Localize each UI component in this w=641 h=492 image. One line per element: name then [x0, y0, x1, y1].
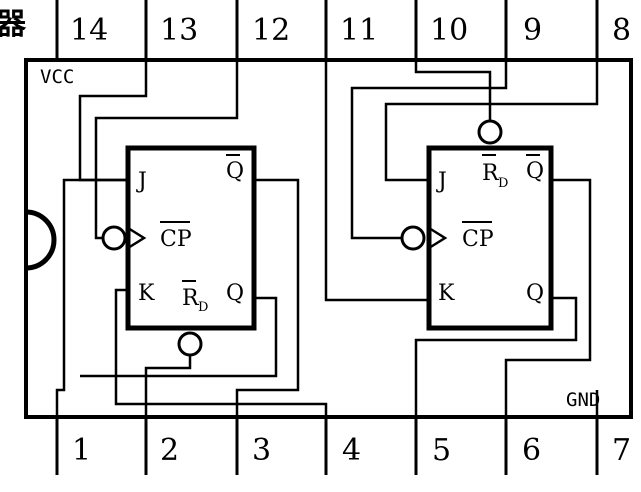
ff-right-clock-triangle [428, 226, 448, 250]
ff-left-clock-triangle [127, 226, 147, 250]
title-fragment: 器 [0, 7, 27, 42]
chip-notch [25, 209, 57, 271]
ff-left-qbar-label: Q [226, 159, 244, 184]
ff-right-cp-bubble [400, 225, 426, 251]
ff-left-j-label: J [136, 169, 147, 194]
top-pin-separators [55, 0, 599, 60]
pin-14-label: 14 [70, 13, 108, 48]
ff-left-box [125, 145, 257, 331]
ff-right-qbar-label: Q [526, 159, 544, 184]
chip-body [24, 58, 633, 419]
ff-right-cp-label: CP [462, 227, 494, 252]
ff-left-rd-bubble [177, 331, 203, 357]
pin-7-label: 7 [612, 433, 631, 468]
overbars [160, 154, 540, 282]
pin-3-label: 3 [252, 433, 271, 468]
ff-left-cp-bubble [101, 225, 127, 251]
pin-13-label: 13 [160, 13, 198, 48]
ff-left-rd-label: R [182, 286, 200, 311]
pin-12-label: 12 [252, 13, 290, 48]
pin-1-label: 1 [72, 433, 91, 468]
bottom-pin-separators [55, 417, 599, 475]
pin-2-label: 2 [160, 433, 179, 468]
pin-6-label: 6 [522, 433, 541, 468]
ff-left-cp-label: CP [160, 227, 192, 252]
pin-9-label: 9 [523, 13, 542, 48]
pin-8-label: 8 [612, 13, 631, 48]
pin-11-label: 11 [340, 13, 378, 48]
pin-5-label: 5 [432, 433, 451, 468]
ff-right-rd-label: R [482, 161, 500, 186]
ff-right-rd-bubble [477, 119, 503, 145]
vcc-label: VCC [40, 66, 74, 88]
pin-4-label: 4 [342, 433, 361, 468]
ff-left-q-label: Q [226, 281, 244, 306]
ff-right-rd-subscript: D [498, 176, 508, 191]
ff-right-k-label: K [438, 281, 455, 306]
ff-left-rd-subscript: D [198, 300, 208, 315]
ff-right-j-label: J [436, 169, 447, 194]
ff-right-q-label: Q [526, 281, 544, 306]
gnd-label: GND [566, 389, 600, 411]
pin-10-label: 10 [430, 13, 468, 48]
ff-right-box [426, 145, 554, 331]
ff-left-k-label: K [138, 281, 155, 306]
wiring [55, 60, 599, 417]
